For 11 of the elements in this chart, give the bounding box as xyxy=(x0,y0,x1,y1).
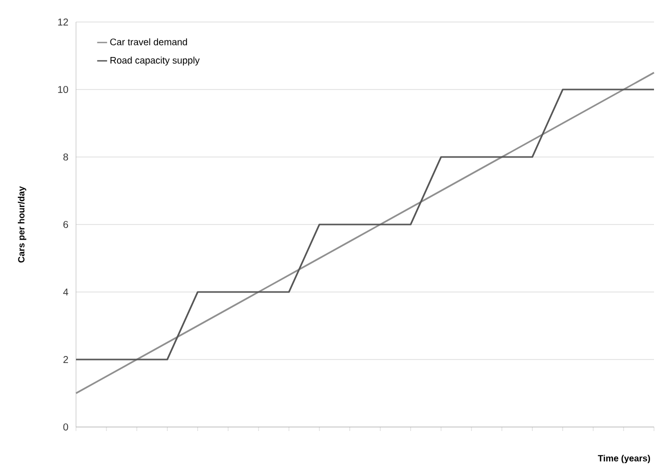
y-tick-label: 12 xyxy=(58,18,68,26)
y-tick-label: 10 xyxy=(58,86,68,94)
y-tick-label: 8 xyxy=(63,153,68,161)
y-tick-label: 0 xyxy=(63,423,68,431)
y-axis-title: Cars per hour/day xyxy=(18,186,26,262)
legend-label: Road capacity supply xyxy=(110,56,200,66)
y-tick-label: 2 xyxy=(63,356,68,363)
y-tick-label: 6 xyxy=(63,220,68,228)
legend-label: Car travel demand xyxy=(110,38,187,46)
y-tick-label: 4 xyxy=(63,288,68,296)
x-axis-title: Time (years) xyxy=(598,454,650,464)
